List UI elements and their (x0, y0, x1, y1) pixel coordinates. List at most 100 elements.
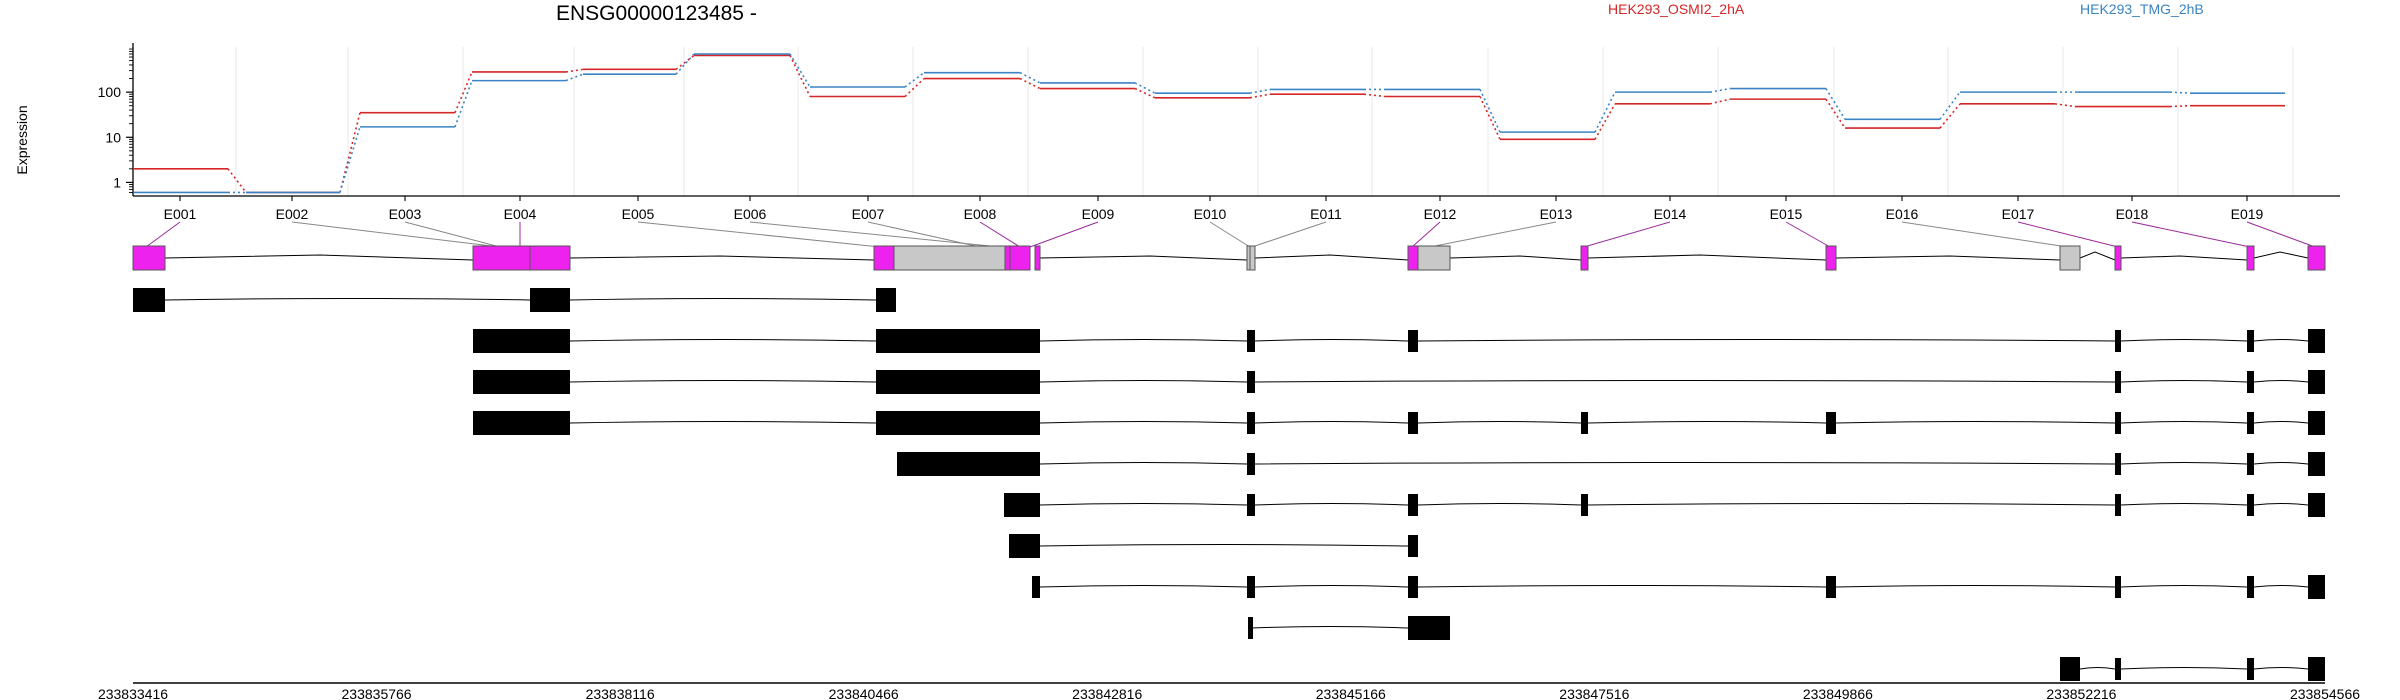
series-1-connector (789, 53, 811, 88)
transcript-exon (1581, 494, 1588, 516)
exon-link-line (2131, 221, 2251, 248)
transcript-exon (2308, 452, 2325, 476)
transcript-exon (1408, 535, 1418, 557)
transcript-exon (2115, 658, 2121, 680)
exon-link-line (1411, 221, 1441, 248)
transcript-exon (2308, 657, 2325, 681)
transcript-intron (569, 339, 2309, 342)
transcript-exon (1408, 576, 1418, 598)
transcript-exon (2115, 412, 2121, 434)
transcript-exon (1581, 412, 1588, 434)
transcript-exon (2308, 411, 2325, 435)
x-tick-label-e005: E005 (622, 206, 655, 222)
series-0-connector (339, 112, 361, 193)
transcript-exon (2115, 453, 2121, 475)
series-0-connector (1019, 77, 1041, 90)
exon-link-line (404, 221, 501, 248)
transcript-exon (2247, 576, 2254, 598)
genomic-tick-label: 233840466 (829, 686, 899, 700)
x-tick-label-e016: E016 (1886, 206, 1919, 222)
transcript-intron (164, 298, 877, 301)
exon-block (2114, 245, 2122, 271)
genomic-tick-label: 233847516 (1559, 686, 1629, 700)
transcript-intron (1039, 462, 2309, 465)
genomic-tick-label: 233845166 (1316, 686, 1386, 700)
x-tick-label-e001: E001 (164, 206, 197, 222)
exon-block (1825, 245, 1837, 271)
y-tick-label: 100 (98, 84, 122, 100)
legend-entry-osmi2: HEK293_OSMI2_2hA (1608, 1, 1745, 17)
x-tick-label-e019: E019 (2231, 206, 2264, 222)
exon-block (1004, 245, 1011, 271)
exon-link-line (2017, 221, 2119, 248)
chart-title: ENSG00000123485 - (556, 2, 757, 25)
transcript-exon (2115, 371, 2121, 393)
series-1-connector (904, 72, 925, 88)
x-tick-label-e006: E006 (734, 206, 767, 222)
genomic-tick-label: 233838116 (586, 686, 655, 700)
legend-entry-tmg: HEK293_TMG_2hB (2080, 1, 2204, 17)
transcript-exon (2115, 576, 2121, 598)
series-0-connector (1709, 98, 1731, 105)
exon-block (1009, 245, 1031, 271)
x-tick-label-e002: E002 (276, 206, 309, 222)
transcript-exon (133, 288, 165, 312)
transcript-intron (1251, 626, 1409, 629)
series-1-connector (1019, 71, 1041, 84)
transcript-exon (2247, 371, 2254, 393)
transcript-exon (473, 329, 570, 353)
y-tick-label: 1 (113, 174, 121, 190)
x-tick-label-e015: E015 (1770, 206, 1803, 222)
exon-block (132, 245, 166, 271)
exon-link-line (1785, 221, 1831, 248)
transcript-intron (1039, 544, 1409, 547)
series-0-connector (2169, 104, 2191, 108)
transcript-exon (530, 288, 570, 312)
exon-link-line (867, 221, 981, 248)
transcript-exon (2247, 658, 2254, 680)
transcript-exon (2308, 329, 2325, 353)
exon-link-line (1901, 221, 2069, 248)
series-0-connector (2054, 103, 2076, 108)
transcript-exon (2247, 494, 2254, 516)
retained-intron-block (1417, 245, 1451, 271)
series-0-connector (904, 77, 925, 98)
transcript-exon (876, 370, 1040, 394)
transcript-exon (876, 288, 896, 312)
transcript-intron (569, 421, 2309, 424)
x-tick-label-e018: E018 (2116, 206, 2149, 222)
transcript-exon (2308, 370, 2325, 394)
transcript-exon (1247, 371, 1255, 393)
x-tick-label-e007: E007 (852, 206, 885, 222)
exon-block (2307, 245, 2326, 271)
exon-block (873, 245, 895, 271)
exon-block (1407, 245, 1419, 271)
series-0-connector (227, 168, 247, 193)
series-1-connector (339, 126, 361, 193)
transcript-exon (1247, 453, 1255, 475)
x-tick-label-e004: E004 (504, 206, 537, 222)
series-1-connector (454, 80, 473, 128)
transcript-exon (1826, 412, 1836, 434)
series-0-connector (1249, 93, 1271, 99)
transcript-exon (1408, 412, 1418, 434)
series-1-connector (1825, 88, 1846, 120)
series-0-connector (1825, 98, 1846, 129)
exon-link-line (1209, 221, 1251, 248)
transcript-exon (1247, 330, 1255, 352)
transcript-exon (1247, 576, 1255, 598)
transcript-exon (2060, 657, 2080, 681)
transcript-intron (2079, 667, 2309, 670)
transcript-exon (1408, 494, 1418, 516)
exon-block (2246, 245, 2255, 271)
series-0-connector (1479, 96, 1501, 140)
retained-intron-block (1249, 245, 1256, 271)
series-0-connector (454, 71, 473, 114)
transcript-exon (1408, 616, 1450, 640)
series-1-connector (1939, 91, 1961, 120)
transcript-exon (2115, 330, 2121, 352)
transcript-exon (1248, 617, 1253, 639)
series-1-connector (1249, 88, 1271, 94)
exon-link-line (979, 221, 1021, 248)
